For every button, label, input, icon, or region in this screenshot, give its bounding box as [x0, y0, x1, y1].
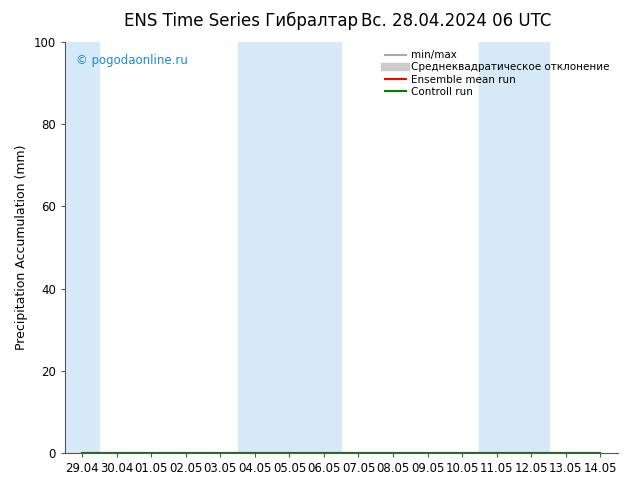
Text: © pogodaonline.ru: © pogodaonline.ru — [76, 54, 188, 68]
Bar — [479, 42, 514, 453]
Bar — [514, 42, 548, 453]
Bar — [238, 42, 272, 453]
Legend: min/max, Среднеквадратическое отклонение, Ensemble mean run, Controll run: min/max, Среднеквадратическое отклонение… — [382, 47, 612, 100]
Bar — [272, 42, 307, 453]
Text: Вс. 28.04.2024 06 UTC: Вс. 28.04.2024 06 UTC — [361, 12, 552, 30]
Text: ENS Time Series Гибралтар: ENS Time Series Гибралтар — [124, 12, 358, 30]
Bar — [65, 42, 100, 453]
Y-axis label: Precipitation Accumulation (mm): Precipitation Accumulation (mm) — [15, 145, 28, 350]
Bar — [307, 42, 341, 453]
